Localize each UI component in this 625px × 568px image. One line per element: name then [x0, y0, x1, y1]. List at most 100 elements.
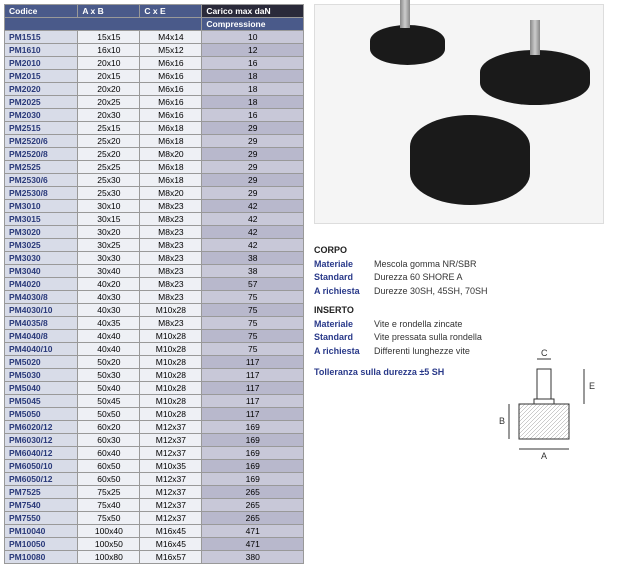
cell-ab: 75x40 — [78, 499, 140, 512]
product-photo — [314, 4, 604, 224]
cell-ce: M16x57 — [140, 551, 202, 564]
table-row: PM202520x25M6x1618 — [5, 96, 304, 109]
table-row: PM301530x15M8x2342 — [5, 213, 304, 226]
cell-comp: 29 — [202, 161, 304, 174]
corpo-mat-label: Materiale — [314, 258, 374, 272]
cell-ce: M12x37 — [140, 447, 202, 460]
cell-code: PM2530/8 — [5, 187, 78, 200]
table-row: PM161016x10M5x1212 — [5, 44, 304, 57]
cell-ce: M10x35 — [140, 460, 202, 473]
cell-code: PM3025 — [5, 239, 78, 252]
table-row: PM151515x15M4x1410 — [5, 31, 304, 44]
cell-code: PM2525 — [5, 161, 78, 174]
cell-comp: 18 — [202, 96, 304, 109]
cell-comp: 75 — [202, 304, 304, 317]
cell-ce: M6x16 — [140, 70, 202, 83]
cell-ce: M8x20 — [140, 148, 202, 161]
cell-ab: 30x40 — [78, 265, 140, 278]
table-row: PM201020x10M6x1616 — [5, 57, 304, 70]
ins-std-label: Standard — [314, 331, 374, 345]
cell-comp: 18 — [202, 70, 304, 83]
cell-ab: 75x25 — [78, 486, 140, 499]
dim-a: A — [541, 451, 547, 461]
table-row: PM2530/825x30M8x2029 — [5, 187, 304, 200]
cell-ab: 40x30 — [78, 304, 140, 317]
cell-comp: 10 — [202, 31, 304, 44]
table-row: PM6050/1260x50M12x37169 — [5, 473, 304, 486]
col-axb: A x B — [78, 5, 140, 18]
cell-ce: M6x16 — [140, 109, 202, 122]
cell-ab: 20x30 — [78, 109, 140, 122]
cell-ce: M6x18 — [140, 174, 202, 187]
cell-ce: M10x28 — [140, 408, 202, 421]
cell-ce: M16x45 — [140, 525, 202, 538]
cell-ab: 40x20 — [78, 278, 140, 291]
table-body: PM151515x15M4x1410PM161016x10M5x1212PM20… — [5, 31, 304, 564]
cell-code: PM6050/10 — [5, 460, 78, 473]
cell-comp: 38 — [202, 265, 304, 278]
table-row: PM402040x20M8x2357 — [5, 278, 304, 291]
ins-mat-label: Materiale — [314, 318, 374, 332]
cell-code: PM4040/8 — [5, 330, 78, 343]
cell-ce: M10x28 — [140, 330, 202, 343]
corpo-title: CORPO — [314, 244, 614, 258]
cell-code: PM6030/12 — [5, 434, 78, 447]
cell-comp: 265 — [202, 499, 304, 512]
cell-code: PM6050/12 — [5, 473, 78, 486]
cell-ab: 15x15 — [78, 31, 140, 44]
col-blank — [5, 18, 202, 31]
cell-ce: M8x23 — [140, 226, 202, 239]
cell-ab: 50x20 — [78, 356, 140, 369]
cell-ce: M10x28 — [140, 304, 202, 317]
corpo-mat: Mescola gomma NR/SBR — [374, 259, 477, 269]
cell-ab: 60x50 — [78, 460, 140, 473]
cell-code: PM4020 — [5, 278, 78, 291]
cell-ab: 50x40 — [78, 382, 140, 395]
cell-ab: 30x15 — [78, 213, 140, 226]
table-row: PM4030/1040x30M10x2875 — [5, 304, 304, 317]
cell-comp: 169 — [202, 447, 304, 460]
cell-ce: M8x23 — [140, 200, 202, 213]
table-row: PM4040/1040x40M10x2875 — [5, 343, 304, 356]
table-row: PM6020/1260x20M12x37169 — [5, 421, 304, 434]
table-row: PM6030/1260x30M12x37169 — [5, 434, 304, 447]
table-row: PM6050/1060x50M10x35169 — [5, 460, 304, 473]
table-row: PM752575x25M12x37265 — [5, 486, 304, 499]
cell-ab: 100x50 — [78, 538, 140, 551]
cell-comp: 169 — [202, 434, 304, 447]
cell-ab: 60x30 — [78, 434, 140, 447]
cell-ab: 20x20 — [78, 83, 140, 96]
cell-ab: 16x10 — [78, 44, 140, 57]
corpo-req: Durezze 30SH, 45SH, 70SH — [374, 286, 488, 296]
cell-ce: M8x23 — [140, 317, 202, 330]
cell-code: PM6020/12 — [5, 421, 78, 434]
table-wrapper: Codice A x B C x E Carico max daN Compre… — [4, 4, 304, 564]
table-row: PM754075x40M12x37265 — [5, 499, 304, 512]
cell-comp: 265 — [202, 512, 304, 525]
table-row: PM504550x45M10x28117 — [5, 395, 304, 408]
cell-code: PM5050 — [5, 408, 78, 421]
cell-ab: 25x25 — [78, 161, 140, 174]
cell-code: PM3010 — [5, 200, 78, 213]
cell-ab: 50x50 — [78, 408, 140, 421]
cell-ce: M8x20 — [140, 187, 202, 200]
cell-ce: M4x14 — [140, 31, 202, 44]
cell-comp: 29 — [202, 187, 304, 200]
cell-comp: 42 — [202, 226, 304, 239]
cell-ab: 50x45 — [78, 395, 140, 408]
dim-c: C — [541, 348, 548, 358]
cell-comp: 12 — [202, 44, 304, 57]
cell-ab: 30x30 — [78, 252, 140, 265]
cell-comp: 29 — [202, 174, 304, 187]
dim-e: E — [589, 381, 595, 391]
cell-code: PM6040/12 — [5, 447, 78, 460]
cell-code: PM5045 — [5, 395, 78, 408]
cell-ce: M12x37 — [140, 512, 202, 525]
cell-comp: 75 — [202, 330, 304, 343]
cell-code: PM4030/8 — [5, 291, 78, 304]
cell-code: PM5020 — [5, 356, 78, 369]
table-row: PM503050x30M10x28117 — [5, 369, 304, 382]
cell-comp: 169 — [202, 460, 304, 473]
product-table: Codice A x B C x E Carico max daN Compre… — [4, 4, 304, 564]
cell-ab: 25x15 — [78, 122, 140, 135]
